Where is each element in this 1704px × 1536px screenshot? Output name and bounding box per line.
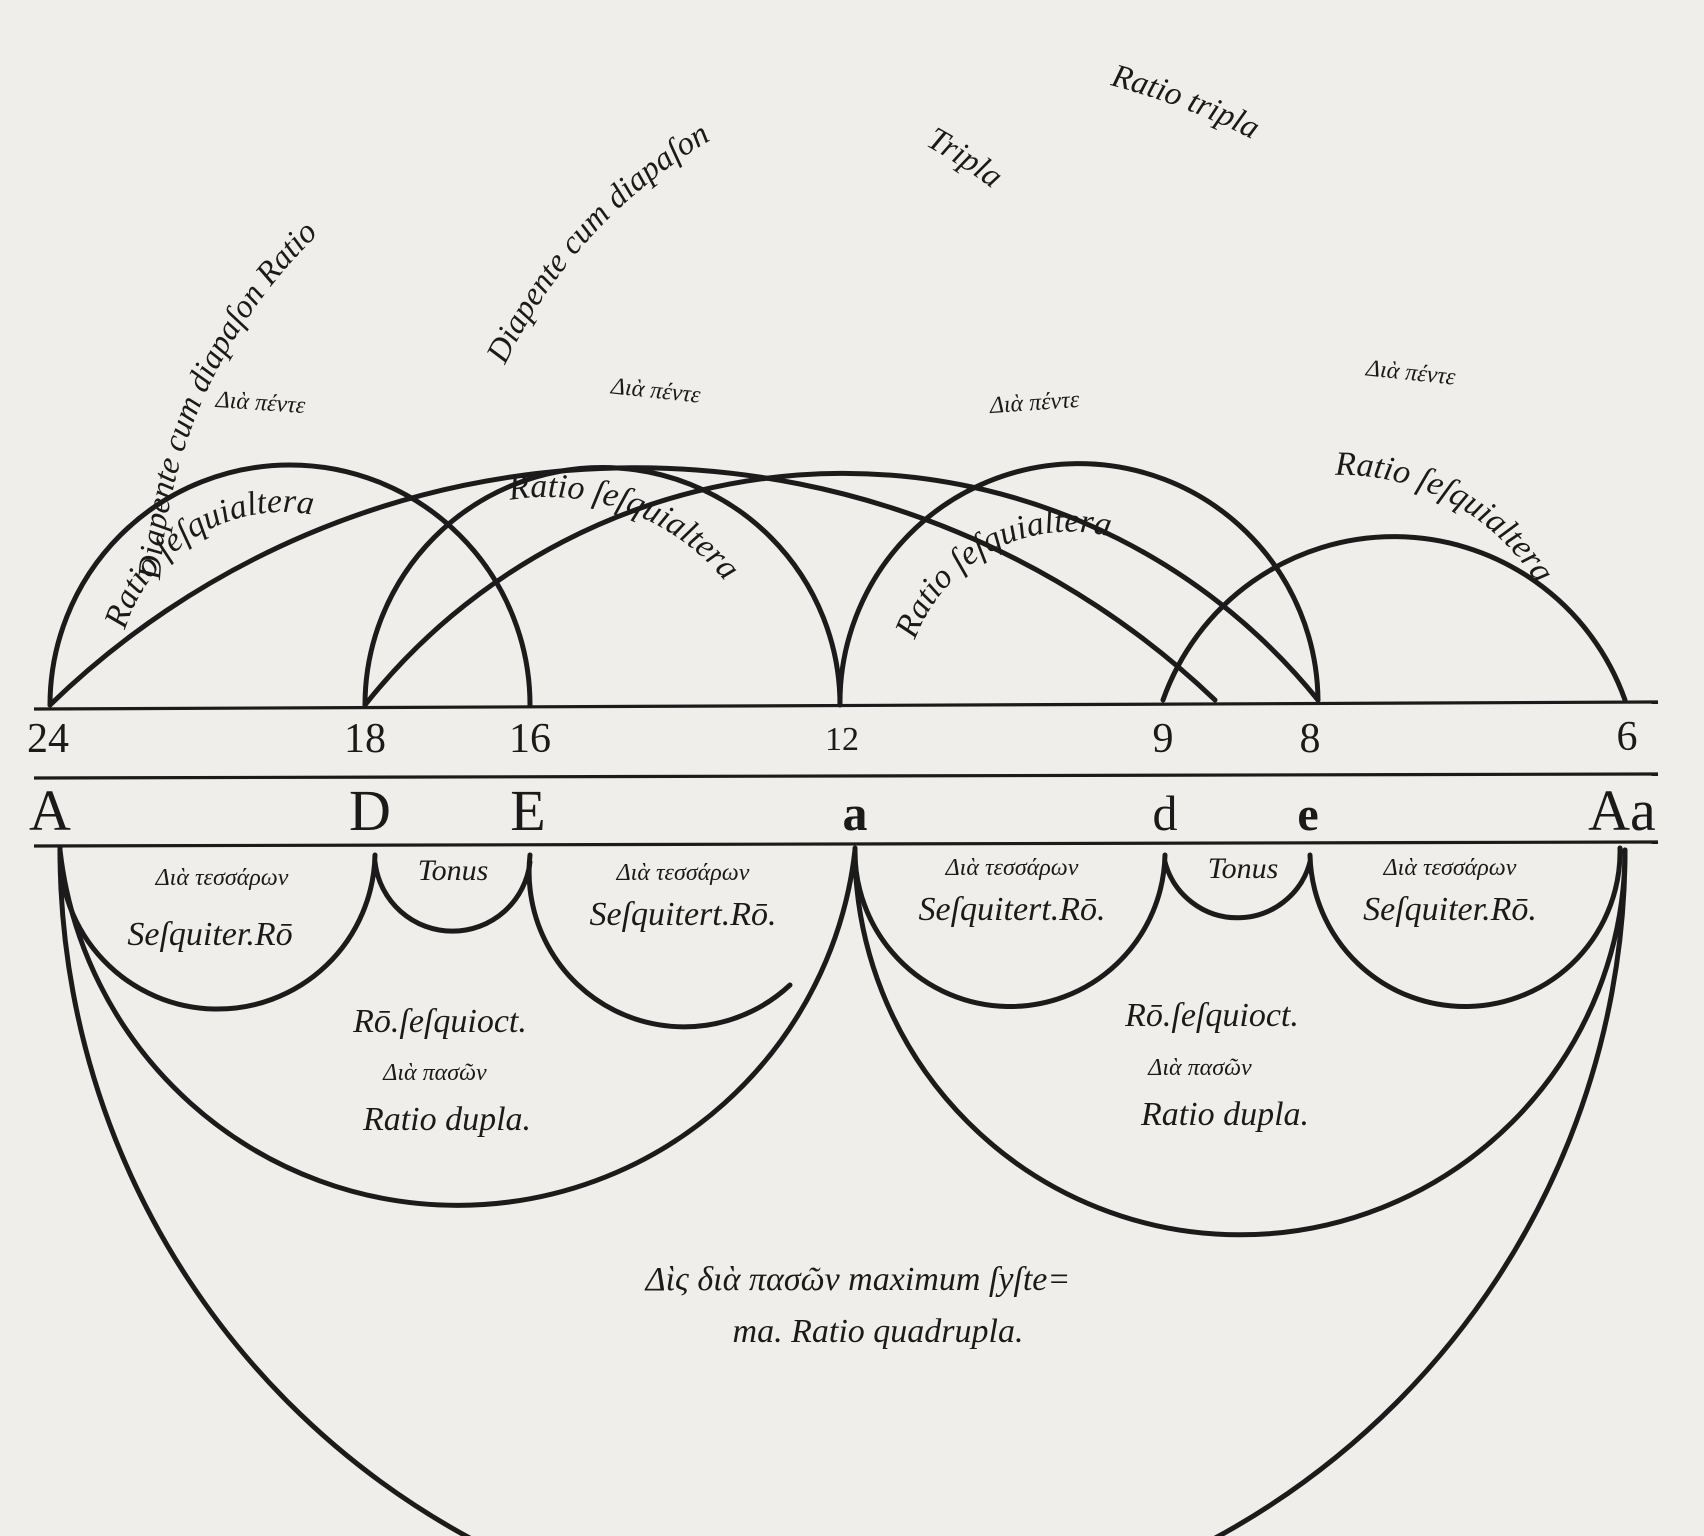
- fourth-3-ratio: Seſquitert.Rō.: [919, 891, 1106, 928]
- letter-E: E: [510, 778, 545, 843]
- fourth-4-greek: Διὰ τεσσάρων: [1383, 855, 1517, 881]
- fourth-3-greek: Διὰ τεσσάρων: [945, 855, 1079, 881]
- octave-2-greek: Διὰ πασῶν: [1147, 1055, 1252, 1081]
- rule-top: [34, 702, 1658, 709]
- number-12: 12: [825, 721, 859, 758]
- fourth-4-ratio: Seſquiter.Rō.: [1363, 891, 1537, 928]
- label-fifth-3-greek: Διὰ πέντε: [988, 387, 1081, 419]
- rule-middle: [34, 774, 1658, 778]
- fourth-2-greek: Διὰ τεσσάρων: [616, 860, 750, 886]
- letter-e: e: [1297, 788, 1318, 841]
- tone-2-label: Tonus: [1208, 852, 1279, 885]
- label-fifth-2-greek: Διὰ πέντε: [609, 373, 702, 408]
- tone-1-label: Tonus: [418, 854, 489, 887]
- arc-bis-diapason: [60, 850, 1625, 1536]
- label-fifth-4-greek: Διὰ πέντε: [1364, 355, 1457, 390]
- number-9: 9: [1153, 716, 1174, 762]
- scale-numbers: 24 18 16 12 9 8 6: [27, 714, 1638, 762]
- scale-letters: A D E a d e Aa: [29, 778, 1656, 843]
- lower-labels: Διὰ τεσσάρων Seſquiter.Rō Tonus Διὰ τεσσ…: [127, 852, 1537, 1350]
- letter-a: a: [843, 785, 868, 841]
- letter-d: d: [1153, 785, 1178, 841]
- upper-arc-labels: Diapente cum diapaſon Ratio Diapente cum…: [97, 58, 1561, 644]
- label-fifth-1-ratio: Ratio ſeſquialtera: [97, 483, 316, 634]
- rule-bottom: [34, 842, 1658, 846]
- letter-A: A: [29, 778, 71, 843]
- number-8: 8: [1300, 716, 1321, 762]
- octave-1-ratio: Ratio dupla.: [362, 1101, 531, 1138]
- fourth-2-ratio: Seſquitert.Rō.: [590, 896, 777, 933]
- label-ratio-tripla: Ratio tripla: [1107, 58, 1265, 147]
- fourth-1-greek: Διὰ τεσσάρων: [155, 865, 289, 891]
- label-tripla: Tripla: [921, 121, 1009, 196]
- fourth-1-ratio: Seſquiter.Rō: [127, 916, 292, 953]
- label-fifth-4-ratio: Ratio ſeſquialtera: [1334, 446, 1562, 589]
- octave-1-sesquioct: Rō.ſeſquioct.: [352, 1003, 527, 1040]
- number-16: 16: [509, 716, 551, 762]
- octave-2-sesquioct: Rō.ſeſquioct.: [1124, 997, 1299, 1034]
- number-24: 24: [27, 716, 69, 762]
- number-18: 18: [344, 716, 386, 762]
- octave-1-greek: Διὰ πασῶν: [382, 1060, 487, 1086]
- letter-Aa: Aa: [1588, 778, 1656, 843]
- number-6: 6: [1617, 714, 1638, 760]
- label-fifth-1-greek: Διὰ πέντε: [214, 387, 307, 419]
- double-octave-line-1: Δὶς διὰ πασῶν maximum ſyſte=: [644, 1261, 1071, 1298]
- lower-arcs: [60, 848, 1625, 1536]
- octave-2-ratio: Ratio dupla.: [1140, 1096, 1309, 1133]
- letter-D: D: [349, 778, 391, 843]
- double-octave-line-2: ma. Ratio quadrupla.: [733, 1313, 1024, 1350]
- label-diapente-cum-diapason: Diapente cum diapaſon: [479, 116, 715, 370]
